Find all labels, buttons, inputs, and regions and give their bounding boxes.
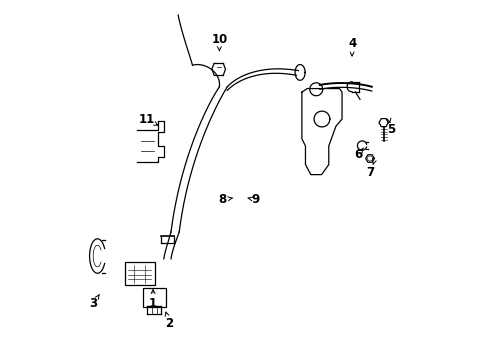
Text: 7: 7 bbox=[366, 166, 374, 179]
Text: 5: 5 bbox=[386, 123, 395, 136]
FancyBboxPatch shape bbox=[142, 288, 165, 307]
Text: 11: 11 bbox=[139, 113, 155, 126]
Text: 6: 6 bbox=[354, 148, 362, 161]
Text: 9: 9 bbox=[251, 193, 260, 206]
Text: 8: 8 bbox=[218, 193, 226, 206]
Text: 3: 3 bbox=[89, 297, 97, 310]
Text: 4: 4 bbox=[347, 37, 355, 50]
Text: 2: 2 bbox=[165, 317, 173, 330]
Text: 1: 1 bbox=[149, 297, 157, 310]
FancyBboxPatch shape bbox=[124, 262, 155, 285]
Text: 10: 10 bbox=[211, 33, 227, 46]
